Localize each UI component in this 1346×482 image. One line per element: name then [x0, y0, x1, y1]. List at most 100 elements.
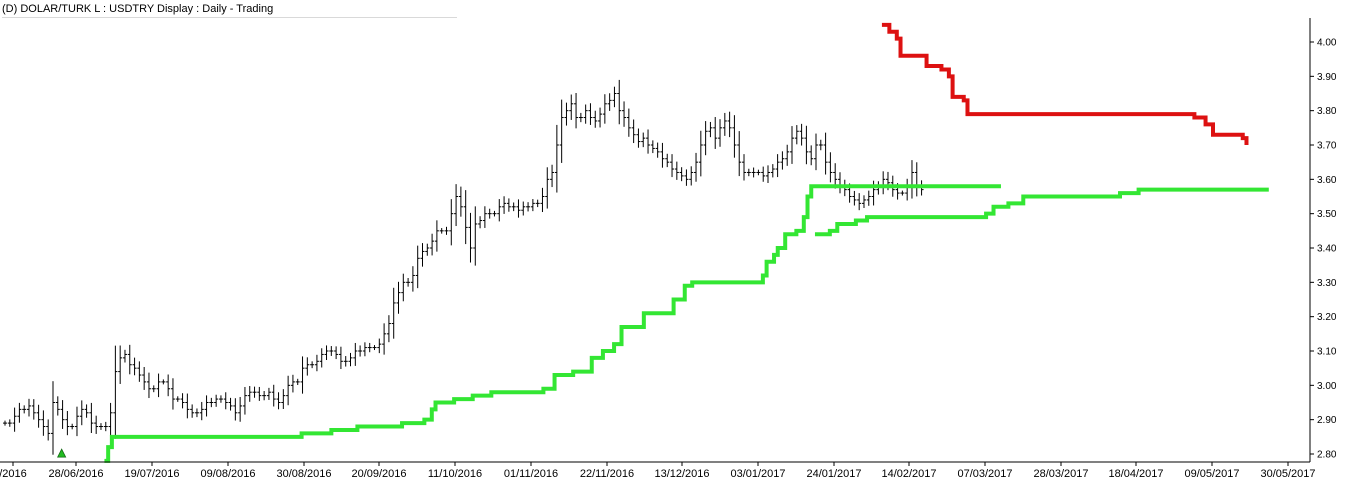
price-bar: [22, 405, 27, 414]
price-bar: [794, 125, 799, 145]
price-bar: [348, 352, 353, 367]
price-bar: [689, 166, 694, 186]
price-bar: [670, 154, 675, 178]
price-bar: [218, 395, 223, 403]
price-bar: [861, 195, 866, 209]
x-tick-label: 30/08/2016: [276, 468, 331, 480]
price-bar: [694, 152, 699, 182]
price-bar: [478, 216, 483, 229]
price-bar: [166, 374, 171, 397]
price-bar: [199, 401, 204, 421]
price-bar: [161, 379, 166, 385]
y-tick-label: 2.80: [1317, 450, 1337, 461]
price-bar: [295, 378, 300, 385]
price-bar: [636, 128, 641, 148]
support-stop-2-line: [814, 187, 1269, 237]
y-tick-label: 3.50: [1317, 209, 1337, 220]
price-bar: [737, 131, 742, 177]
price-bar: [852, 190, 857, 206]
price-bar: [79, 400, 84, 426]
price-bar: [732, 115, 737, 158]
x-tick-label: 20/09/2016: [351, 468, 406, 480]
x-tick-label: 22/11/2016: [580, 468, 634, 480]
price-bar: [36, 404, 41, 428]
price-bar: [238, 396, 243, 422]
price-bar: [809, 145, 814, 166]
price-bar: [458, 186, 463, 217]
axes: 4.00 3.90 3.80 3.70 3.60 3.50 3.40 3.30 3.20 3.10…: [0, 18, 1337, 480]
price-bar: [70, 423, 75, 430]
x-tick-label: 28/06/2016: [48, 468, 103, 480]
price-bar: [60, 400, 65, 429]
price-bar: [612, 86, 617, 108]
price-bar: [785, 144, 790, 166]
price-bar: [799, 123, 804, 146]
price-bar: [271, 384, 276, 407]
price-bar: [554, 124, 559, 193]
price-bar: [204, 395, 209, 417]
price-bar: [766, 165, 771, 184]
price-bar: [314, 354, 319, 372]
price-bar: [837, 172, 842, 194]
y-tick-label: 3.00: [1317, 381, 1337, 392]
price-bar: [516, 199, 521, 218]
price-bar: [434, 220, 439, 252]
y-tick-label: 3.20: [1317, 312, 1337, 323]
price-bar: [334, 346, 339, 360]
price-bar: [286, 375, 291, 406]
price-bar: [454, 184, 459, 227]
price-bar: [535, 199, 540, 208]
price-bar: [751, 167, 756, 178]
price-bar: [818, 139, 823, 151]
price-bar: [175, 396, 180, 402]
price-bar: [74, 406, 79, 437]
price-bar: [660, 142, 665, 168]
price-bar: [823, 132, 828, 175]
price-bar: [151, 385, 156, 393]
price-bar: [46, 419, 51, 441]
price-bar: [103, 421, 108, 432]
price-bar: [257, 386, 262, 401]
price-bar: [98, 423, 103, 430]
price-bar: [84, 404, 89, 418]
x-tick-label: 09/08/2016: [200, 468, 255, 480]
price-bar: [641, 132, 646, 148]
price-bar: [31, 399, 36, 420]
price-bar: [396, 281, 401, 314]
price-bar: [602, 94, 607, 124]
price-bar: [679, 167, 684, 182]
price-bar: [425, 243, 430, 256]
y-tick-label: 4.00: [1317, 38, 1337, 49]
price-bar: [142, 366, 147, 390]
price-bar: [742, 154, 747, 181]
price-bar: [367, 342, 372, 353]
price-bar: [300, 356, 305, 394]
price-bar: [362, 342, 367, 357]
price-bar: [41, 410, 46, 436]
price-bar: [559, 99, 564, 163]
price-bar: [410, 266, 415, 292]
price-bar: [650, 140, 655, 154]
price-bar: [545, 167, 550, 209]
y-tick-label: 3.30: [1317, 278, 1337, 289]
price-bar: [502, 196, 507, 214]
price-bar: [281, 389, 286, 409]
price-bar: [813, 133, 818, 171]
price-bar: [415, 245, 420, 289]
price-bar: [790, 126, 795, 164]
price-bar: [828, 152, 833, 183]
price-bar: [487, 208, 492, 219]
price-bar: [530, 199, 535, 212]
price-bar: [262, 390, 267, 401]
price-bar: [7, 419, 12, 427]
price-bar: [194, 408, 199, 418]
price-bar: [209, 397, 214, 408]
price-bar: [550, 164, 555, 188]
price-bar: [756, 169, 761, 176]
price-bar: [252, 386, 257, 398]
price-bar: [180, 393, 185, 409]
price-bar: [646, 129, 651, 154]
price-bar: [185, 393, 190, 419]
price-bar: [127, 344, 132, 375]
price-bar: [65, 411, 70, 436]
